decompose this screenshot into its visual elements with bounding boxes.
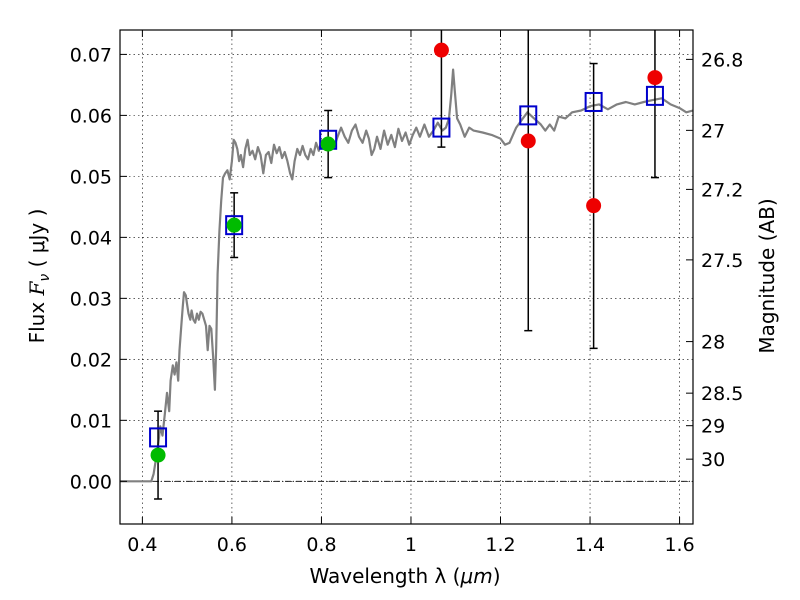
y-tick-label: 0.02: [70, 349, 112, 371]
x-tick-label: 1.6: [664, 534, 694, 556]
nondetection-point: [586, 198, 602, 214]
y2-tick-label: 28: [701, 332, 725, 354]
y-axis-label: Flux Fν ( μJy ): [25, 209, 53, 344]
y2-tick-label: 29: [701, 416, 725, 438]
y-tick-label: 0.04: [70, 227, 112, 249]
y2-axis-label: Magnitude (AB): [755, 198, 779, 353]
x-tick-label: 0.4: [127, 534, 157, 556]
model-flux-square: [645, 85, 664, 106]
x-tick-label: 1.2: [485, 534, 515, 556]
y2-tick-label: 28.5: [701, 383, 743, 405]
nondetection-point: [520, 133, 536, 149]
y-axis-label-prefix: Flux: [25, 295, 49, 343]
y2-tick-label: 27.2: [701, 179, 743, 201]
x-tick-label: 1: [405, 534, 417, 556]
nondetection-point: [433, 42, 449, 58]
y-axis-label-var: F: [25, 280, 49, 296]
y2-tick-label: 27: [701, 120, 725, 142]
model-flux-square: [225, 215, 244, 236]
series-group: [120, 30, 694, 500]
y-tick-label: 0.03: [70, 288, 112, 310]
nondetection-point: [647, 70, 663, 86]
detection-point: [320, 136, 336, 152]
y2-tick-label: 27.5: [701, 250, 743, 272]
y-tick-label: 0.05: [70, 166, 112, 188]
x-axis-label-suffix: ): [493, 564, 501, 588]
y-axis-label-sub: ν: [37, 274, 53, 282]
x-axis-label-prefix: Wavelength λ (: [309, 564, 460, 588]
x-axis-label: Wavelength λ (μm): [309, 564, 500, 588]
model-spectrum-line: [120, 68, 694, 483]
y-axis-label-suffix: ( μJy ): [25, 209, 49, 274]
x-tick-label: 0.6: [217, 534, 247, 556]
model-flux-square: [432, 117, 451, 138]
model-flux-square: [519, 105, 538, 126]
x-tick-label: 0.8: [306, 534, 336, 556]
y-tick-label: 0.00: [70, 471, 112, 493]
tick-group: 0.4 0.6 0.8 1 1.2 1.4 1.6 0.00 0.01 0.02 0.03 0.04 0…: [70, 30, 743, 556]
y2-tick-label: 26.8: [701, 49, 743, 71]
x-axis-label-unit: μm: [459, 564, 492, 588]
y-tick-label: 0.06: [70, 105, 112, 127]
x-tick-label: 1.4: [575, 534, 605, 556]
y-tick-label: 0.01: [70, 410, 112, 432]
model-flux-square: [584, 91, 603, 112]
detection-point: [150, 447, 166, 463]
y2-tick-label: 30: [701, 449, 725, 471]
model-flux-square: [149, 427, 168, 448]
detection-point: [226, 217, 242, 233]
plot-frame: [119, 29, 694, 525]
grid-lines: [120, 30, 693, 524]
y-tick-label: 0.07: [70, 44, 112, 66]
